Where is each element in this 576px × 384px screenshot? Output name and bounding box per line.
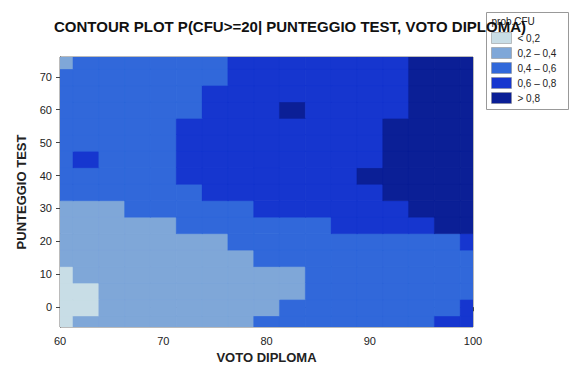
svg-text:VOTO DIPLOMA: VOTO DIPLOMA <box>216 350 317 365</box>
svg-text:10: 10 <box>40 268 52 280</box>
svg-text:40: 40 <box>40 170 52 182</box>
svg-text:0: 0 <box>46 301 52 313</box>
svg-text:0,6 – 0,8: 0,6 – 0,8 <box>518 78 557 89</box>
svg-text:< 0,2: < 0,2 <box>517 33 540 44</box>
svg-text:PUNTEGGIO TEST: PUNTEGGIO TEST <box>14 135 29 250</box>
svg-text:CONTOUR PLOT P(CFU>=20| PUNTEG: CONTOUR PLOT P(CFU>=20| PUNTEGGIO TEST, … <box>54 18 526 35</box>
svg-text:100: 100 <box>464 335 482 347</box>
svg-text:80: 80 <box>260 335 272 347</box>
svg-text:70: 70 <box>157 335 169 347</box>
svg-text:70: 70 <box>40 71 52 83</box>
svg-text:90: 90 <box>364 335 376 347</box>
svg-text:> 0,8: > 0,8 <box>518 93 541 104</box>
svg-text:0,4 – 0,6: 0,4 – 0,6 <box>518 63 557 74</box>
svg-text:60: 60 <box>40 104 52 116</box>
svg-text:30: 30 <box>40 202 52 214</box>
svg-text:60: 60 <box>54 335 66 347</box>
svg-text:50: 50 <box>40 137 52 149</box>
svg-text:20: 20 <box>40 235 52 247</box>
svg-text:0,2 – 0,4: 0,2 – 0,4 <box>518 48 557 59</box>
